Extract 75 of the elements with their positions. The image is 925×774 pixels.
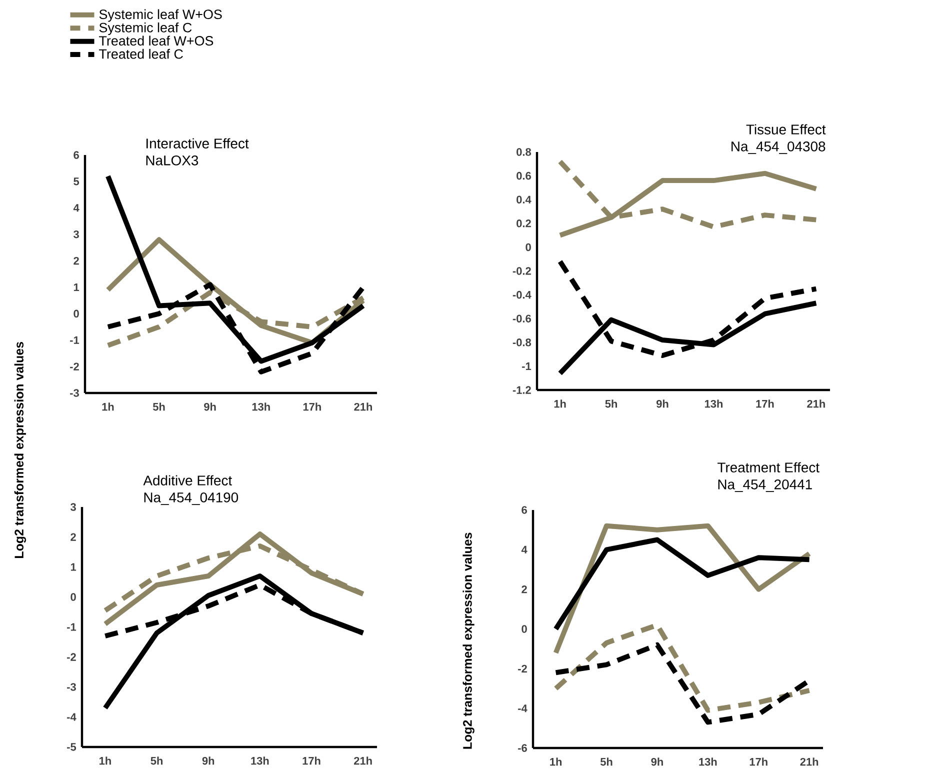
y-tick-label: -1	[522, 362, 532, 370]
y-tick-label: -1.2	[512, 386, 531, 394]
chart-subtitle: Na_454_04308	[732, 141, 826, 154]
x-tick-label: 9h	[651, 758, 663, 766]
y-tick-label: 1	[70, 563, 76, 571]
y-tick-label: -0.2	[512, 267, 531, 275]
y-tick-label: -3	[70, 389, 79, 397]
legend-label: Treated leaf W+OS	[99, 36, 214, 46]
x-tick-label: 1h	[554, 400, 566, 408]
x-tick-label: 21h	[354, 756, 372, 765]
x-tick-label: 1h	[550, 758, 562, 766]
y-tick-label: -0.6	[512, 314, 531, 322]
y-tick-label: 2	[522, 586, 527, 594]
x-tick-label: 13h	[699, 758, 717, 766]
y-tick-label: -4	[518, 704, 528, 712]
y-tick-label: 0	[74, 310, 79, 318]
x-tick-label: 21h	[354, 402, 372, 411]
x-tick-label: 17h	[302, 756, 320, 765]
y-tick-label: 1	[74, 283, 80, 291]
chart-title: Additive Effect	[143, 475, 232, 486]
y-tick-label: -1	[70, 336, 80, 344]
y-tick-label: 2	[70, 533, 76, 541]
y-tick-label: 0.2	[516, 220, 531, 228]
x-tick-label: 5h	[600, 758, 612, 766]
y-tick-label: 4	[521, 546, 528, 554]
y-tick-label: 3	[70, 503, 76, 511]
y-tick-label: -0.8	[512, 338, 532, 346]
x-tick-label: 17h	[303, 402, 321, 411]
chart-subtitle: Na_454_20441	[718, 479, 812, 492]
y-tick-label: -4	[67, 713, 76, 721]
y-tick-label: 0	[522, 625, 527, 633]
x-tick-label: 13h	[252, 402, 270, 411]
x-tick-label: 5h	[605, 400, 617, 408]
y-tick-label: 0.8	[516, 148, 532, 156]
chart-subtitle: Na_454_04190	[144, 492, 238, 506]
y-tick-label: -2	[518, 664, 527, 672]
chart-subtitle: NaLOX3	[146, 155, 198, 166]
chart-title: Tissue Effect	[746, 124, 826, 134]
x-tick-label: 1h	[100, 756, 111, 765]
x-tick-label: 21h	[807, 400, 825, 408]
y-tick-label: 5	[74, 178, 80, 186]
y-tick-label: 4	[73, 204, 80, 212]
legend-label: Systemic leaf W+OS	[99, 9, 222, 22]
chart-title: Interactive Effect	[146, 138, 249, 148]
legend-label: Treated leaf C	[99, 48, 183, 59]
y-tick-label: 2	[74, 256, 79, 265]
x-tick-label: 21h	[800, 758, 818, 766]
y-axis-title: Log2 transformed expression values	[14, 342, 26, 558]
y-tick-label: 0	[526, 243, 531, 252]
x-tick-label: 17h	[756, 400, 774, 408]
x-tick-label: 13h	[251, 756, 269, 765]
x-tick-label: 9h	[656, 400, 668, 408]
x-tick-label: 9h	[204, 402, 216, 411]
y-tick-label: 0.4	[516, 196, 532, 204]
x-tick-label: 13h	[704, 400, 722, 408]
y-tick-label: 0.6	[516, 172, 531, 180]
y-tick-label: -2	[70, 362, 79, 370]
y-tick-label: 6	[74, 151, 79, 159]
y-tick-label: 0	[70, 593, 76, 601]
x-tick-label: 5h	[152, 402, 165, 411]
y-tick-label: -3	[67, 683, 76, 691]
chart-title: Treatment Effect	[718, 462, 820, 472]
x-tick-label: 9h	[202, 756, 214, 765]
x-tick-label: 5h	[150, 756, 162, 765]
y-tick-label: -6	[518, 744, 527, 752]
y-tick-label: -0.4	[512, 290, 532, 299]
x-tick-label: 17h	[750, 758, 768, 766]
y-tick-label: 3	[74, 230, 79, 238]
y-tick-label: -5	[67, 743, 76, 751]
y-tick-label: 6	[522, 506, 527, 514]
y-tick-label: -1	[67, 623, 76, 631]
y-tick-label: -2	[67, 653, 76, 661]
y-axis-title: Log2 transformed expression values	[462, 532, 474, 749]
x-tick-label: 1h	[102, 402, 114, 411]
legend-label: Systemic leaf C	[99, 22, 192, 36]
